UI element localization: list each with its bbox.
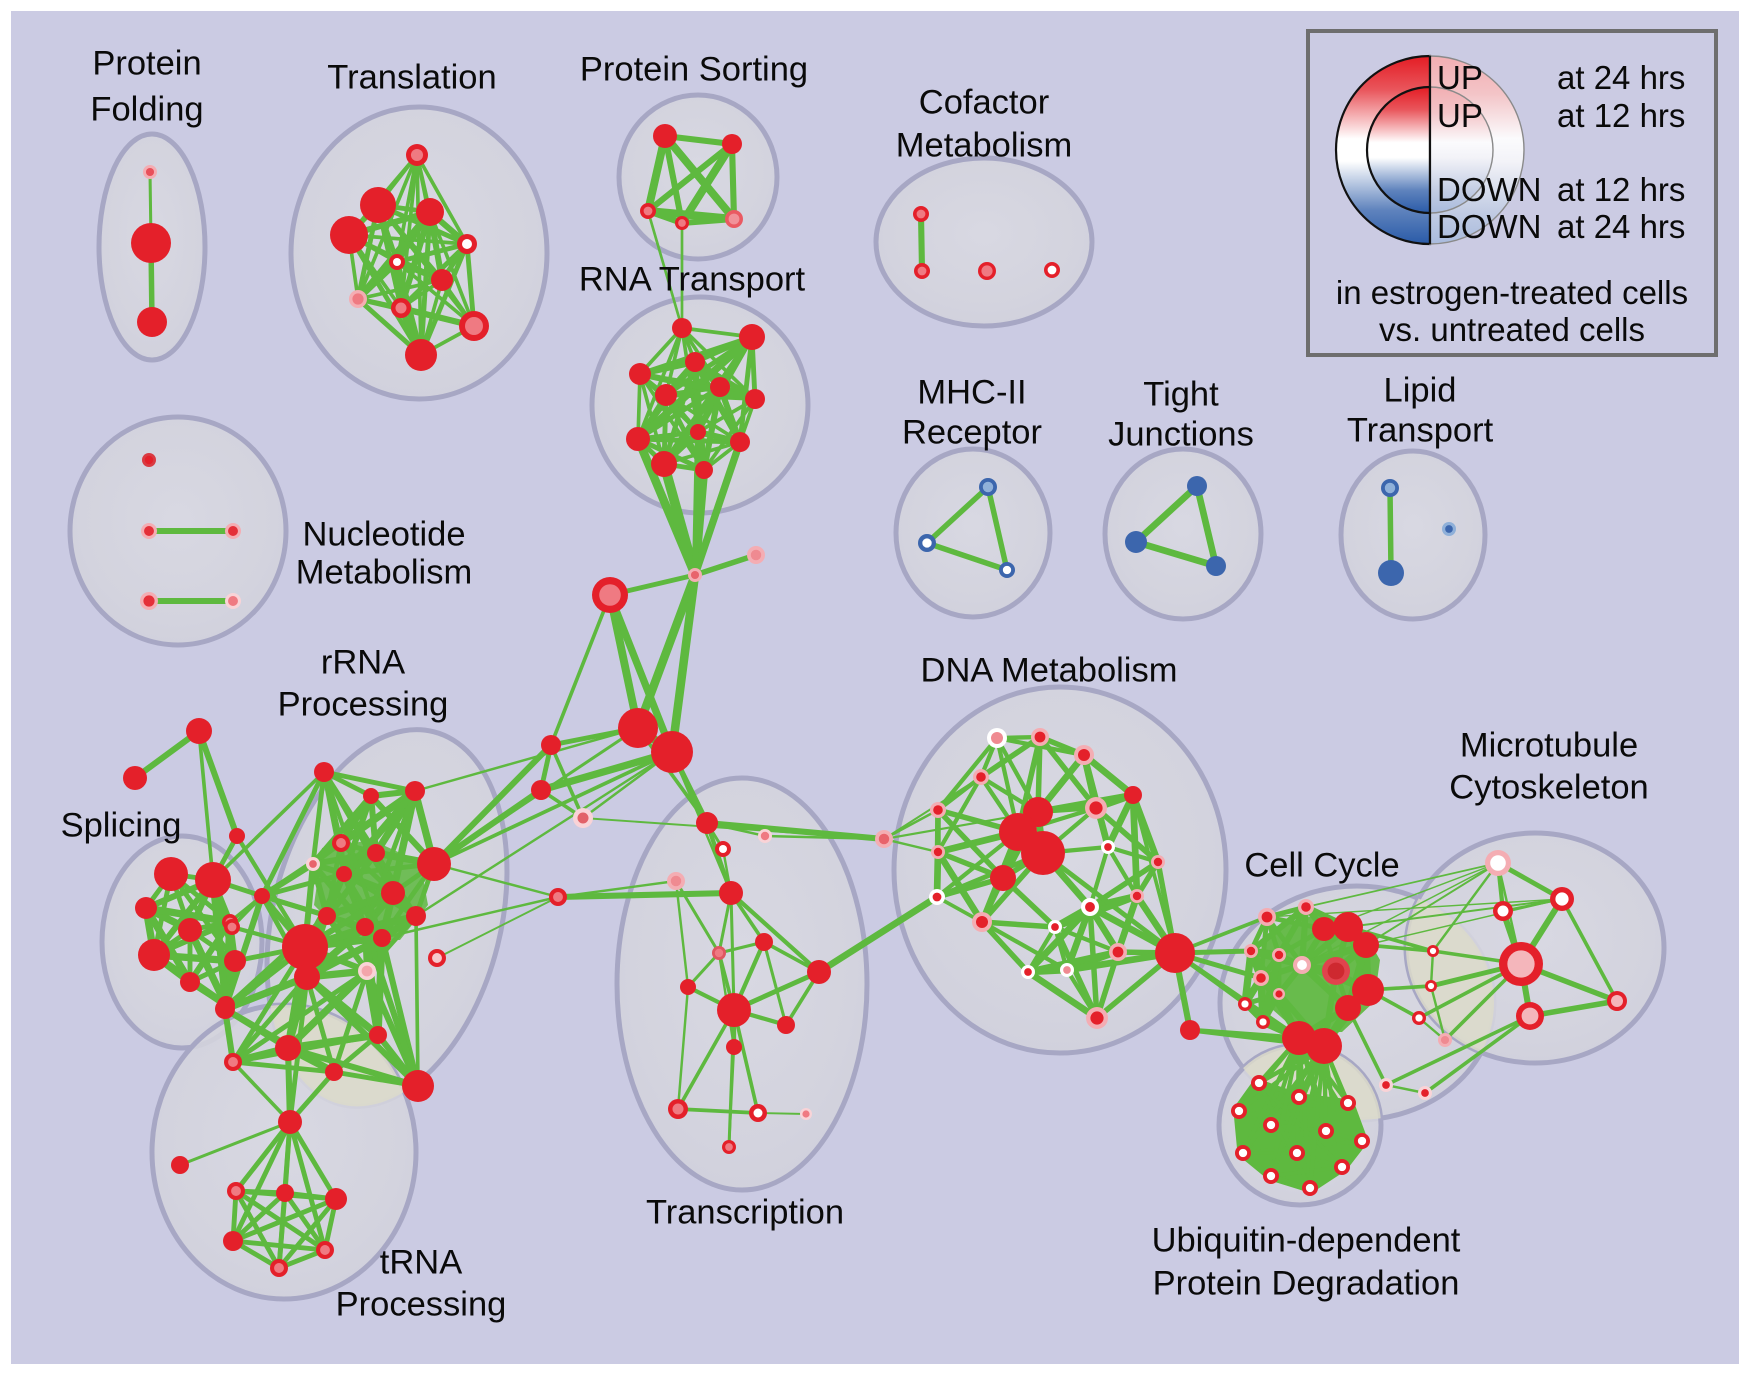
svg-text:Cell Cycle: Cell Cycle <box>1244 846 1399 884</box>
svg-text:in estrogen-treated cells: in estrogen-treated cells <box>1336 274 1688 311</box>
svg-text:Splicing: Splicing <box>61 806 182 844</box>
svg-text:Cytoskeleton: Cytoskeleton <box>1449 768 1648 806</box>
svg-text:Protein Sorting: Protein Sorting <box>580 50 808 88</box>
svg-text:Microtubule: Microtubule <box>1460 726 1638 764</box>
svg-text:Protein: Protein <box>92 44 201 82</box>
svg-text:at 24 hrs: at 24 hrs <box>1557 208 1685 245</box>
svg-text:Metabolism: Metabolism <box>296 553 472 591</box>
svg-text:UP: UP <box>1437 59 1483 96</box>
svg-text:DOWN: DOWN <box>1437 208 1541 245</box>
svg-text:at 24 hrs: at 24 hrs <box>1557 59 1685 96</box>
svg-text:Processing: Processing <box>278 685 449 723</box>
svg-text:Lipid: Lipid <box>1384 371 1457 409</box>
svg-text:Transport: Transport <box>1347 411 1494 449</box>
svg-text:DNA Metabolism: DNA Metabolism <box>921 651 1178 689</box>
svg-text:Tight: Tight <box>1143 375 1219 413</box>
svg-text:Receptor: Receptor <box>902 413 1042 451</box>
svg-text:Folding: Folding <box>90 90 203 128</box>
svg-text:at 12 hrs: at 12 hrs <box>1557 171 1685 208</box>
svg-text:at 12 hrs: at 12 hrs <box>1557 97 1685 134</box>
svg-text:Cofactor: Cofactor <box>919 83 1049 121</box>
svg-text:Metabolism: Metabolism <box>896 126 1072 164</box>
svg-text:vs. untreated cells: vs. untreated cells <box>1379 311 1645 348</box>
svg-text:Protein Degradation: Protein Degradation <box>1153 1264 1460 1302</box>
svg-text:MHC-II: MHC-II <box>917 373 1026 411</box>
svg-text:tRNA: tRNA <box>380 1243 462 1281</box>
svg-text:DOWN: DOWN <box>1437 171 1541 208</box>
svg-text:Ubiquitin-dependent: Ubiquitin-dependent <box>1152 1221 1461 1259</box>
svg-text:Processing: Processing <box>336 1285 507 1323</box>
svg-text:UP: UP <box>1437 97 1483 134</box>
svg-text:Junctions: Junctions <box>1108 415 1254 453</box>
svg-text:Nucleotide: Nucleotide <box>302 515 465 553</box>
svg-text:rRNA: rRNA <box>321 643 405 681</box>
svg-text:Translation: Translation <box>327 58 496 96</box>
svg-text:Transcription: Transcription <box>646 1193 844 1231</box>
svg-text:RNA Transport: RNA Transport <box>579 260 806 298</box>
